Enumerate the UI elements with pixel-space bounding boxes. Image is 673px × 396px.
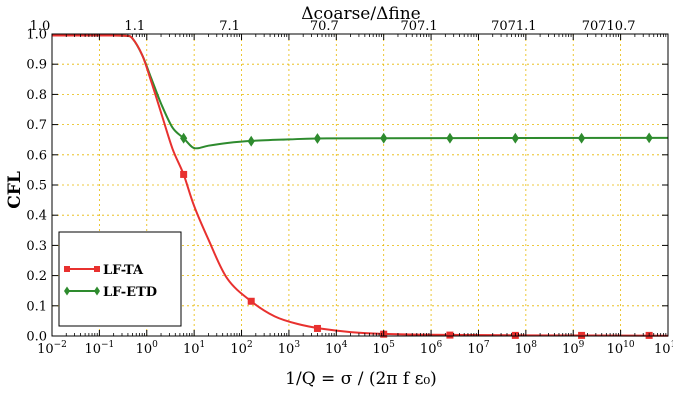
axis-ticks: [51, 33, 669, 337]
data-point-lf-ta: [313, 324, 321, 332]
legend-label-lf-etd: LF-ETD: [103, 285, 157, 300]
data-point-lf-ta: [180, 170, 188, 178]
x-tick-label: 102: [230, 340, 252, 357]
top-tick-label: 7.1: [219, 19, 240, 34]
legend-marker-lf-ta: [64, 266, 70, 272]
x-tick-label: 109: [562, 340, 585, 357]
y-tick-label: 0.3: [26, 239, 47, 254]
legend-marker-lf-ta: [94, 266, 100, 272]
x-tick-label: 1010: [607, 340, 635, 357]
y-tick-label: 0.2: [26, 269, 47, 284]
y-tick-label: 0.7: [26, 118, 47, 133]
x-tick-label: 100: [136, 340, 159, 357]
y-tick-label: 0.1: [26, 299, 47, 314]
data-point-lf-etd: [247, 135, 255, 147]
y-tick-label: 0.0: [26, 330, 47, 345]
data-point-lf-etd: [446, 132, 454, 144]
x-tick-label: 106: [420, 340, 443, 357]
top-tick-label: 1.0: [30, 19, 51, 34]
data-point-lf-etd: [577, 132, 586, 144]
x-tick-label: 104: [325, 340, 348, 357]
x-tick-label: 101: [183, 340, 205, 357]
x-tick-label: 107: [467, 340, 490, 357]
legend-label-lf-ta: LF-TA: [103, 263, 144, 278]
legend-marker-lf-etd: [94, 286, 100, 296]
legend-box: [58, 231, 182, 327]
y-tick-label: 0.8: [26, 88, 47, 103]
data-point-lf-ta: [578, 331, 586, 339]
y-tick-label: 1.0: [26, 28, 47, 43]
legend-marker-lf-etd: [64, 286, 70, 296]
grid: [52, 34, 668, 336]
x-tick-label: 10−1: [84, 340, 114, 357]
data-point-lf-etd: [380, 132, 388, 144]
top-axis-title: Δcoarse/Δfine: [301, 4, 420, 24]
x-tick-label: 10−2: [37, 340, 67, 357]
data-point-lf-ta: [247, 297, 255, 305]
x-axis-title: 1/Q = σ / (2π f ε₀): [285, 369, 437, 389]
y-tick-label: 0.6: [26, 148, 47, 163]
data-point-lf-etd: [645, 132, 653, 144]
legend: LF-TA LF-ETD: [58, 231, 182, 327]
y-tick-label: 0.4: [26, 209, 47, 224]
x-tick-label: 108: [515, 340, 538, 357]
y-tick-label: 0.5: [26, 179, 47, 194]
top-tick-label: 7071.1: [491, 19, 537, 34]
tick-labels: 10−2 10−1 100 101 102 103 104 105 106 107 108 109 10…: [26, 19, 673, 357]
y-tick-label: 0.9: [26, 58, 47, 73]
data-point-lf-etd: [180, 132, 188, 144]
data-point-lf-etd: [511, 132, 519, 144]
data-point-lf-etd: [313, 133, 322, 144]
series-line-lf-etd: [52, 34, 669, 150]
y-axis-title: CFL: [5, 171, 25, 209]
data-point-lf-ta: [446, 331, 454, 339]
top-tick-label: 70710.7: [582, 19, 636, 34]
top-tick-label: 1.1: [124, 19, 145, 34]
series-markers: [180, 132, 653, 339]
top-tick-label: 70.7: [310, 19, 339, 34]
x-tick-label: 103: [278, 340, 301, 357]
x-tick-label: 105: [373, 340, 396, 357]
top-tick-label: 707.1: [400, 19, 437, 34]
